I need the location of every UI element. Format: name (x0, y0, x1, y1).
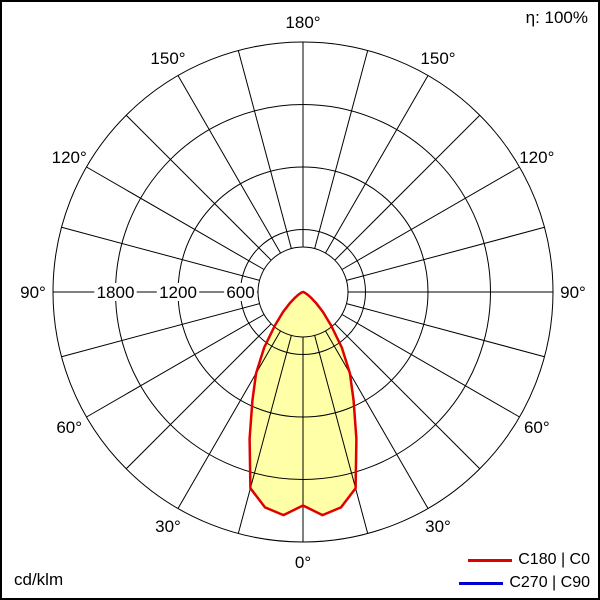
legend-line-red (468, 558, 513, 562)
grid-spoke (61, 226, 260, 281)
radial-label-bg (224, 283, 257, 301)
angle-tick-label: 120° (519, 148, 554, 167)
angle-tick-label: 0° (295, 553, 311, 572)
angle-tick-label: 30° (425, 517, 451, 536)
grid-spoke (314, 50, 369, 249)
radial-label-bg (94, 283, 137, 301)
grid-spoke (314, 335, 369, 534)
grid-spoke (177, 75, 281, 254)
angle-tick-label: 60° (524, 418, 550, 437)
grid-spoke (237, 50, 292, 249)
grid-spoke (86, 166, 265, 270)
angle-tick-label: 90° (560, 283, 586, 302)
grid-spoke (346, 303, 545, 358)
legend-label-c270-c90: C270 | C90 (509, 574, 590, 591)
legend-item-c180-c0: C180 | C0 (459, 551, 590, 569)
grid-spoke (341, 314, 520, 418)
angle-tick-label: 90° (20, 283, 46, 302)
grid-spoke (237, 335, 292, 534)
legend-label-c180-c0: C180 | C0 (518, 551, 590, 568)
intensity-curve-c180-c0 (248, 290, 358, 517)
grid-spoke (325, 330, 429, 509)
grid-spoke (177, 330, 281, 509)
radial-label-bg (156, 283, 200, 301)
radial-tick-label: 600 (226, 283, 254, 302)
angle-tick-label: 120° (52, 148, 87, 167)
angle-tick-label: 180° (285, 13, 320, 32)
angle-tick-label: 60° (56, 418, 82, 437)
radial-tick-label: 1200 (159, 283, 197, 302)
legend: C180 | C0 C270 | C90 (459, 551, 590, 592)
grid-spoke (325, 75, 429, 254)
grid-spoke (334, 114, 481, 261)
angle-tick-label: 150° (150, 49, 185, 68)
grid-spoke (341, 166, 520, 270)
grid-spoke (125, 114, 272, 261)
legend-line-blue (459, 581, 504, 585)
grid-spoke (346, 226, 545, 281)
grid-spoke (61, 303, 260, 358)
legend-item-c270-c90: C270 | C90 (459, 574, 590, 592)
unit-label: cd/klm (14, 570, 64, 590)
angle-tick-label: 150° (420, 49, 455, 68)
angle-tick-label: 30° (155, 517, 181, 536)
grid-spoke (334, 323, 481, 470)
grid-spoke (86, 314, 265, 418)
efficiency-label: η: 100% (525, 8, 588, 28)
radial-tick-label: 1800 (97, 283, 135, 302)
grid-spoke (125, 323, 272, 470)
